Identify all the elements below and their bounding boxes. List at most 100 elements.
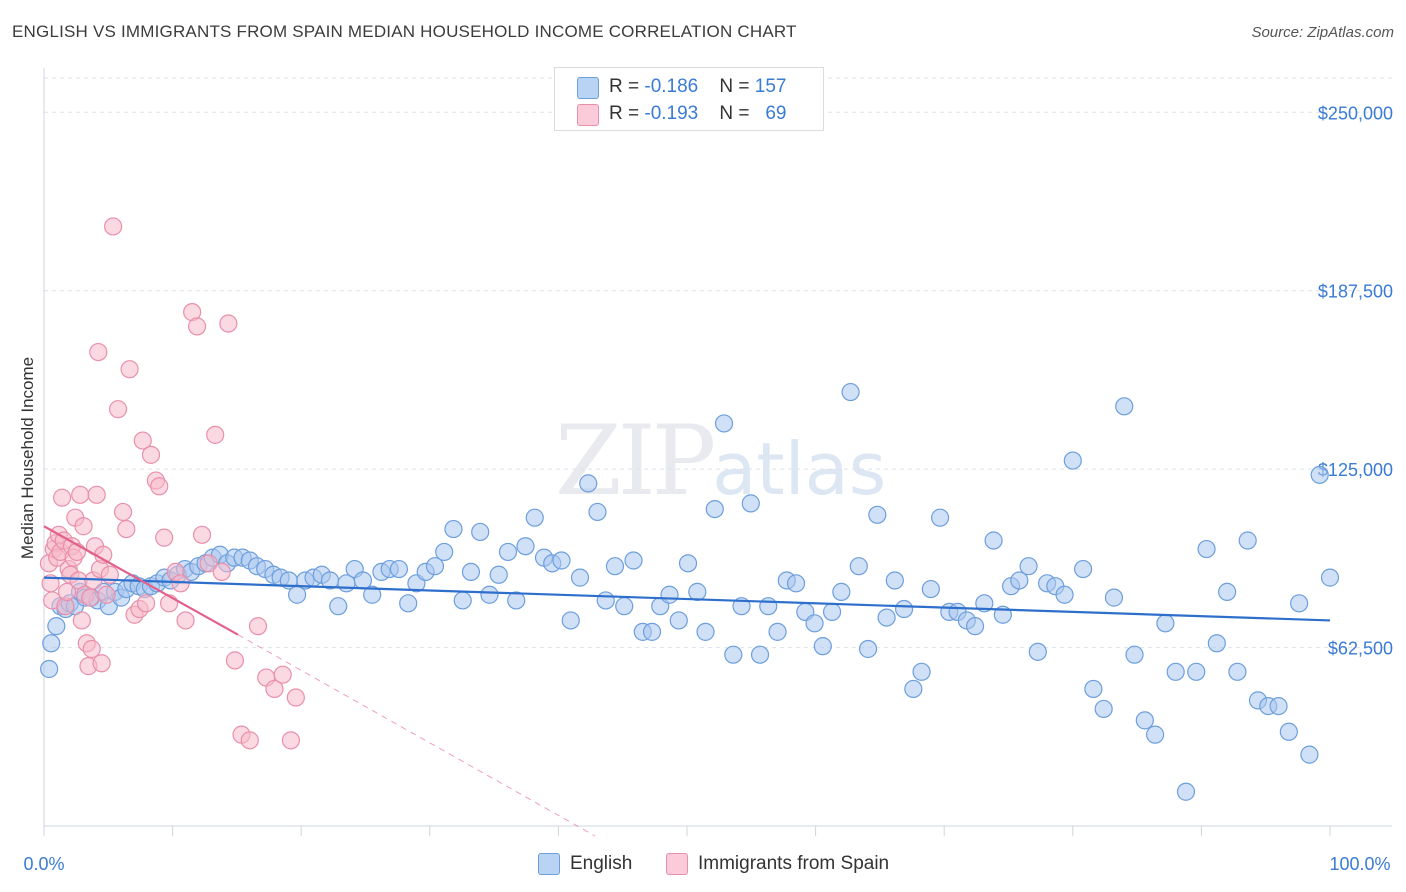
english-point	[624, 551, 643, 570]
english-point	[1094, 699, 1113, 719]
english-point	[435, 542, 454, 562]
english-point	[1218, 582, 1237, 601]
english-point	[678, 554, 698, 573]
english-point	[858, 639, 878, 659]
english-point	[1290, 594, 1309, 613]
spain-point	[74, 517, 93, 536]
english-point	[642, 622, 662, 641]
y-tick-label: $125,000	[1318, 460, 1393, 480]
spain-point	[113, 502, 133, 522]
spain-point	[240, 731, 259, 750]
english-point	[1187, 662, 1206, 681]
english-point	[1028, 642, 1047, 661]
spain-point	[92, 654, 111, 673]
spain-point	[87, 485, 106, 504]
english-point	[1146, 725, 1165, 744]
english-point	[841, 382, 860, 402]
english-point	[425, 557, 445, 576]
english-point	[750, 645, 770, 664]
english-point	[1228, 662, 1247, 681]
spain-point	[117, 519, 136, 539]
spain-point	[89, 342, 108, 362]
english-point	[705, 499, 724, 519]
english-point	[1279, 722, 1298, 741]
source-label: Source: ZipAtlas.com	[1251, 24, 1394, 41]
english-point	[489, 565, 508, 584]
english-point	[724, 645, 743, 664]
english-point	[399, 594, 418, 613]
english-point	[1055, 585, 1074, 604]
english-point	[786, 574, 806, 593]
spain-point	[176, 611, 195, 630]
english-point	[552, 551, 571, 570]
english-point	[1166, 662, 1185, 681]
english-point	[877, 608, 896, 627]
english-point	[965, 617, 985, 636]
spain-point	[281, 731, 301, 750]
english-point	[813, 637, 832, 656]
english-point	[596, 591, 615, 610]
spain-point	[97, 585, 116, 604]
y-tick-label: $187,500	[1318, 282, 1393, 302]
english-point	[768, 622, 787, 641]
english-point	[1019, 557, 1038, 576]
english-point	[894, 599, 914, 619]
spain-point	[248, 617, 268, 636]
english-point	[688, 582, 707, 601]
english-point	[461, 562, 481, 582]
english-point	[1238, 531, 1257, 550]
legend-r-value: -0.186	[644, 76, 699, 97]
spain-point	[67, 542, 87, 562]
legend-r-value: -0.193	[644, 103, 699, 124]
spain-point	[192, 525, 212, 544]
spain-point	[71, 485, 90, 504]
spain-point	[136, 594, 156, 613]
spain-swatch	[666, 853, 688, 875]
spain-point	[133, 431, 152, 450]
english-swatch	[538, 853, 560, 875]
spain-point	[141, 445, 161, 464]
spain-point	[155, 528, 174, 547]
legend-n-value: 69	[765, 103, 787, 124]
english-point	[1310, 465, 1329, 484]
y-tick-label: $62,500	[1328, 639, 1393, 659]
legend-n-label: N =	[719, 76, 755, 97]
spain-point	[199, 554, 218, 573]
spain-point	[187, 317, 207, 336]
english-point	[507, 591, 526, 610]
english-point	[480, 585, 499, 604]
x-tick-label: 100.0%	[1329, 854, 1390, 874]
english-point	[605, 557, 625, 576]
english-swatch	[577, 77, 599, 99]
english-point	[1320, 568, 1340, 587]
spain-point	[265, 679, 284, 699]
watermark-zip: ZIP	[555, 405, 716, 517]
english-point	[516, 537, 535, 556]
x-tick-label: 0.0%	[23, 854, 64, 874]
legend-r-label: R =	[609, 76, 645, 97]
y-axis-label: Median Household Income	[18, 357, 37, 559]
english-point	[525, 508, 544, 527]
english-point	[471, 522, 490, 542]
english-point	[1063, 451, 1082, 470]
spain-point	[82, 639, 101, 659]
spain-swatch	[577, 104, 599, 126]
english-point	[1135, 711, 1154, 730]
english-point	[1197, 539, 1216, 559]
english-point	[975, 594, 994, 613]
english-point	[660, 585, 679, 604]
english-point	[570, 568, 590, 587]
english-point	[40, 659, 59, 679]
english-point	[930, 508, 950, 527]
spain-point	[286, 688, 305, 707]
english-point	[759, 597, 778, 616]
spain-point	[57, 582, 77, 601]
english-point	[921, 579, 940, 599]
spain-point	[104, 217, 123, 236]
bottom-legend-english-label: English	[570, 853, 633, 874]
legend-n-value: 157	[754, 76, 787, 97]
english-point	[912, 662, 931, 681]
english-point	[805, 614, 824, 633]
english-point	[849, 557, 868, 576]
english-point	[615, 597, 634, 616]
